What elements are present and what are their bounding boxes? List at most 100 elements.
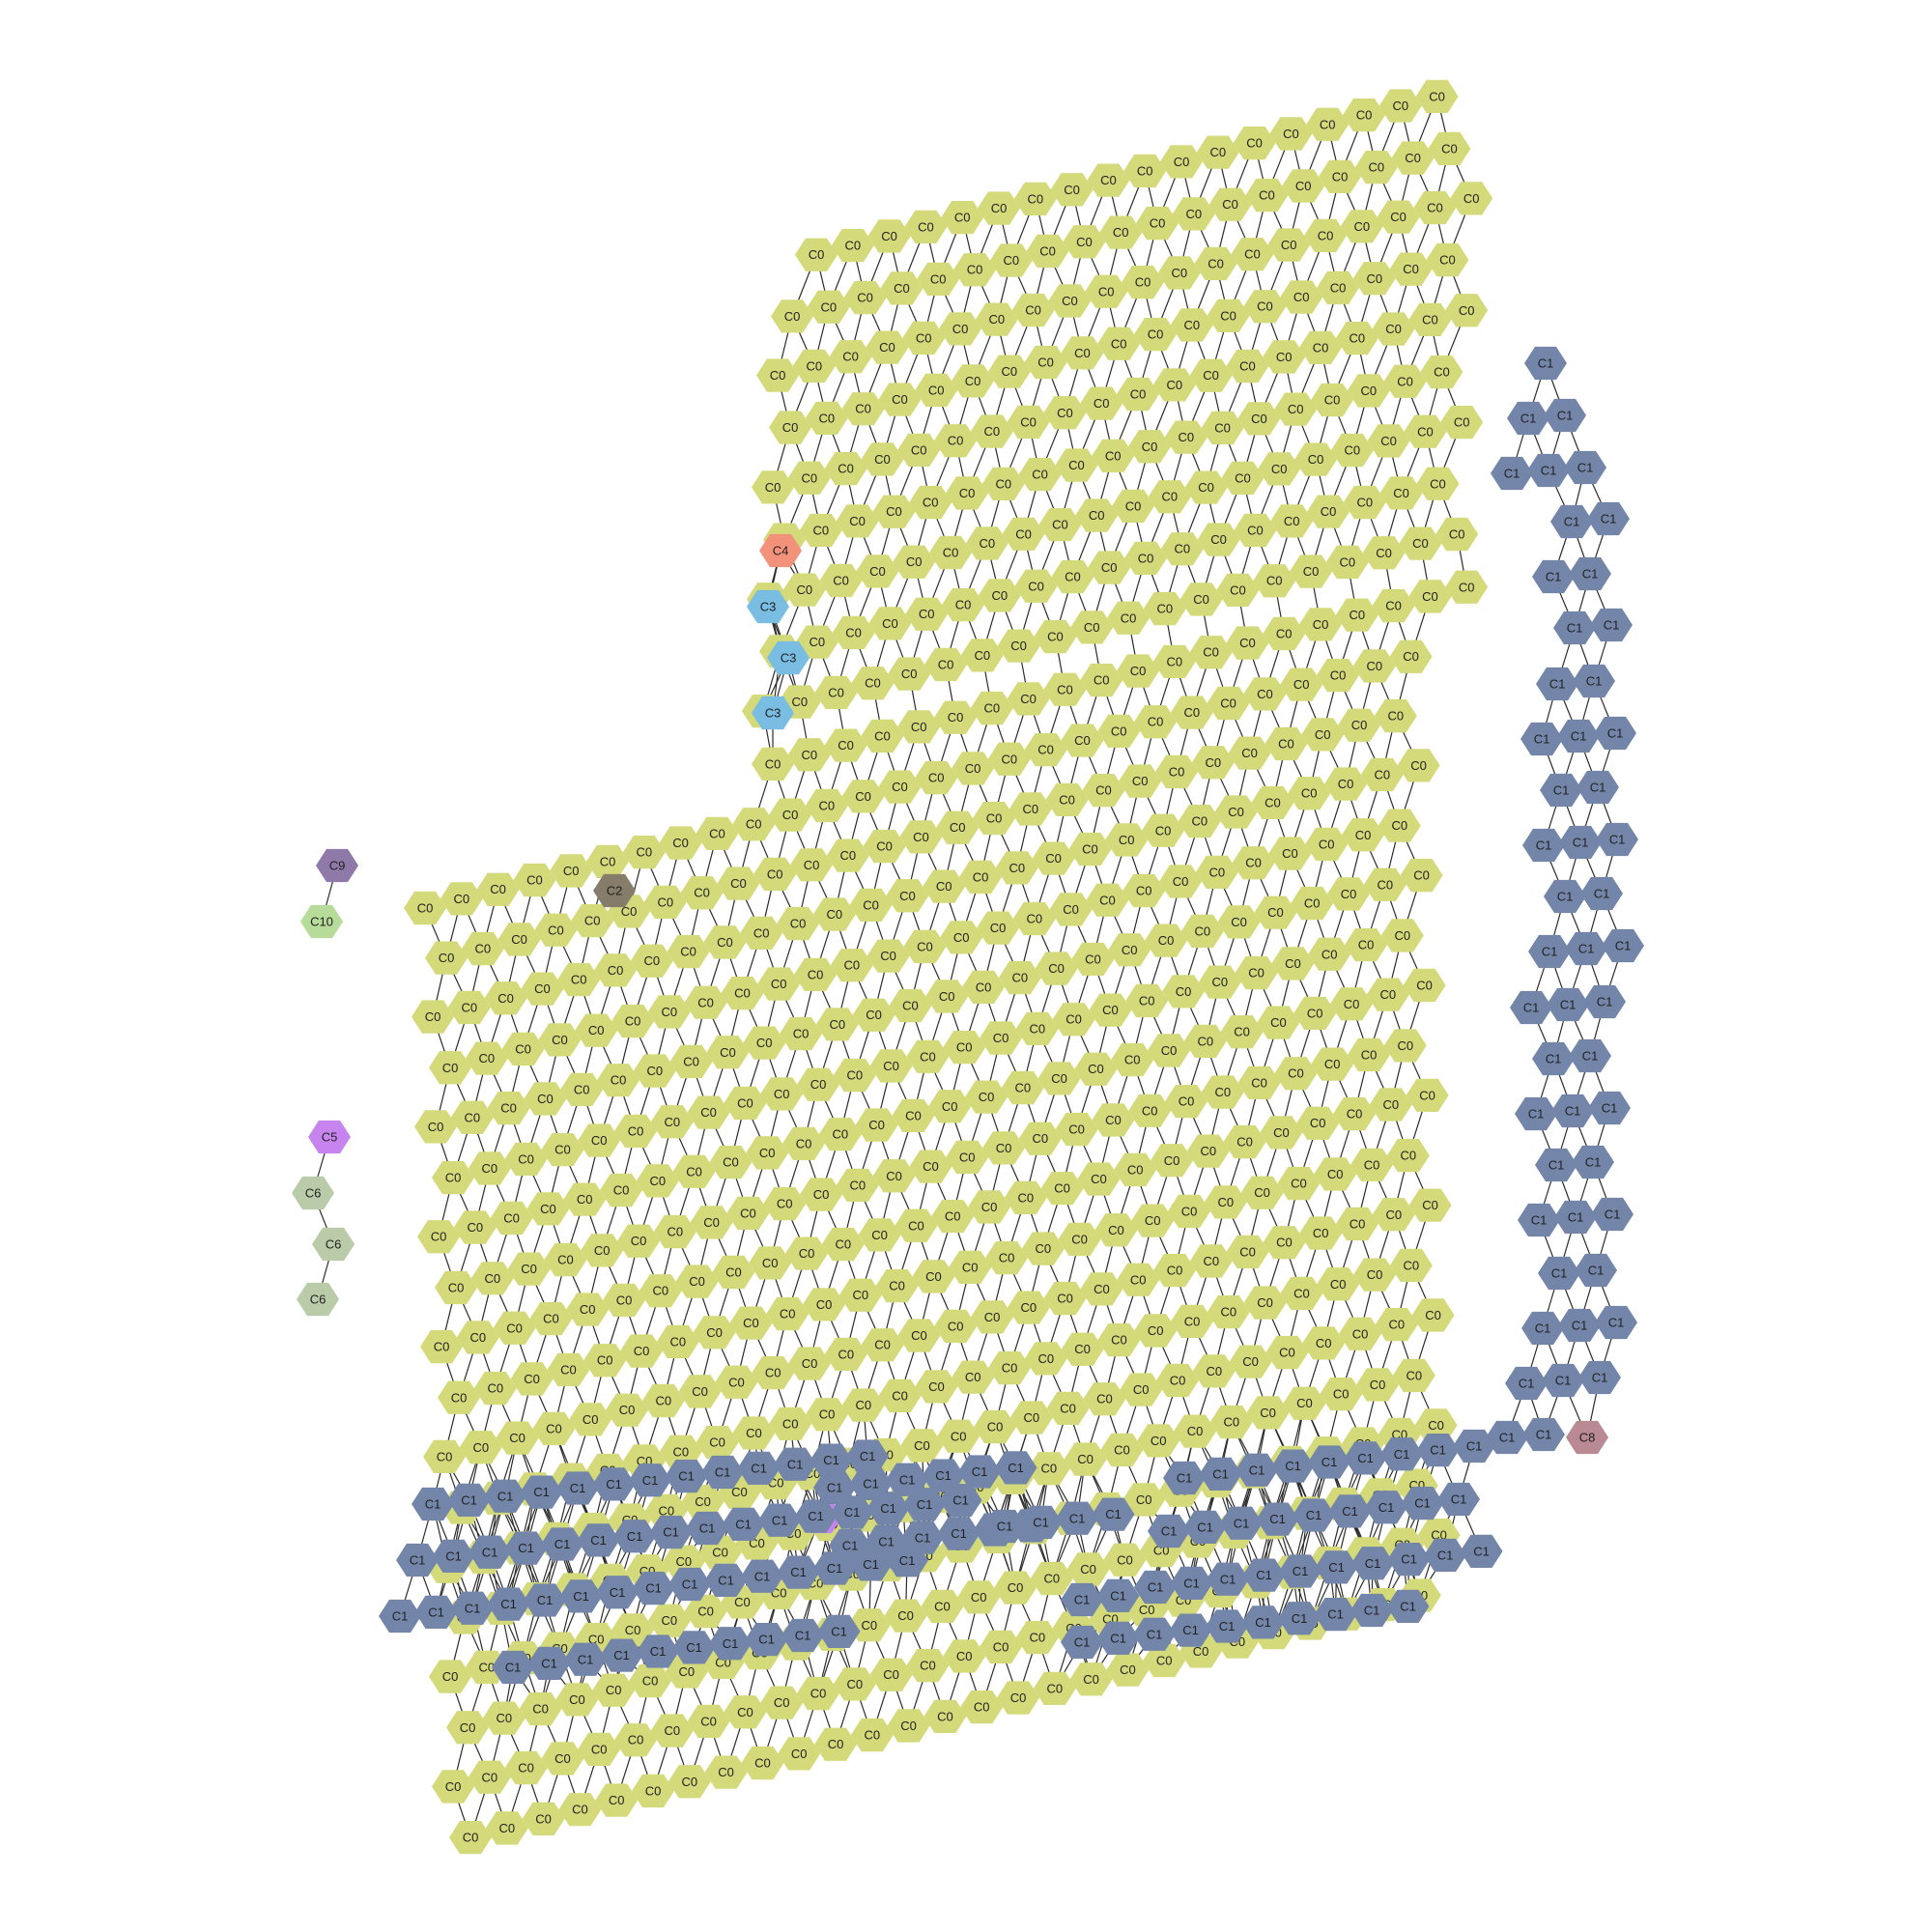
- node-label: C0: [1254, 1185, 1270, 1200]
- cluster-node-c1: C1: [901, 1520, 944, 1554]
- hexagon-marker: [1246, 1396, 1290, 1430]
- node-label: C0: [1076, 235, 1093, 249]
- hexagon-marker: [1120, 1373, 1163, 1406]
- cluster-node-c0: C0: [1207, 298, 1250, 332]
- hexagon-marker: [1009, 1401, 1053, 1435]
- node-label: C1: [1466, 1439, 1483, 1454]
- cluster-node-c0: C0: [1340, 210, 1383, 243]
- node-label: C0: [425, 1009, 441, 1024]
- hexagon-marker: [482, 1701, 526, 1735]
- cluster-node-c1: C1: [1522, 828, 1565, 863]
- hexagon-marker: [1426, 242, 1469, 277]
- hexagon-marker: [632, 1774, 674, 1808]
- node-label: C0: [1206, 1364, 1222, 1378]
- cluster-node-c1: C1: [1524, 346, 1567, 381]
- node-label: C0: [1088, 1062, 1104, 1076]
- hexagon-marker: [706, 1036, 750, 1069]
- cluster-node-c0: C0: [571, 904, 614, 938]
- node-label: C0: [1009, 861, 1025, 875]
- node-label: C0: [1113, 225, 1129, 240]
- node-label: C0: [497, 991, 514, 1006]
- hexagon-marker: [1004, 1180, 1047, 1214]
- cluster-node-c0: C0: [805, 788, 848, 823]
- node-label: C1: [754, 1569, 771, 1583]
- cluster-node-c0: C0: [404, 891, 446, 925]
- cluster-node-c0: C0: [975, 302, 1018, 336]
- node-label: C0: [886, 504, 902, 519]
- hexagon-marker: [595, 1783, 639, 1817]
- hexagon-marker: [767, 640, 810, 675]
- hexagon-marker: [868, 607, 912, 640]
- cluster-node-c0: C0: [630, 944, 673, 978]
- node-label: C0: [1014, 1081, 1031, 1095]
- node-label: C0: [1234, 1025, 1250, 1039]
- hexagon-marker: [1522, 1417, 1565, 1452]
- node-label: C0: [1074, 346, 1091, 360]
- hexagon-marker: [1194, 246, 1237, 280]
- cluster-node-c0: C0: [606, 1393, 648, 1427]
- hexagon-marker: [1378, 809, 1421, 842]
- node-label: C0: [1091, 1172, 1107, 1186]
- node-label: C0: [1397, 1038, 1413, 1053]
- cluster-node-c0: C0: [706, 1036, 750, 1069]
- cluster-node-c0: C0: [923, 869, 966, 903]
- node-label: C0: [838, 738, 854, 753]
- node-label: C0: [765, 480, 781, 495]
- node-label: C0: [645, 1783, 662, 1798]
- hexagon-marker: [752, 470, 794, 504]
- cluster-node-c1: C1: [1386, 1589, 1430, 1623]
- cluster-node-c0: C0: [887, 1709, 930, 1743]
- node-label: C3: [781, 651, 797, 666]
- cluster-node-c0: C0: [1051, 560, 1094, 594]
- hexagon-marker: [1045, 782, 1089, 816]
- node-label: C0: [1040, 1462, 1057, 1476]
- node-label: C0: [846, 1068, 863, 1083]
- cluster-node-c0: C0: [1069, 1662, 1113, 1696]
- hexagon-marker: [1015, 1011, 1059, 1045]
- cluster-node-c0: C0: [785, 1236, 828, 1270]
- hexagon-marker: [799, 513, 842, 548]
- node-label: C0: [782, 420, 799, 435]
- hexagon-marker: [1528, 934, 1571, 969]
- cluster-node-c0: C0: [1027, 1452, 1070, 1486]
- cluster-node-c0: C0: [797, 1676, 839, 1711]
- node-label: C0: [869, 564, 886, 579]
- cluster-node-c0: C0: [971, 1300, 1013, 1334]
- hexagon-marker: [412, 1000, 454, 1034]
- cluster-node-c1: C1: [1540, 773, 1582, 808]
- node-label: C1: [465, 1601, 481, 1615]
- cluster-node-c1: C1: [1278, 1602, 1321, 1635]
- cluster-node-c1: C1: [1564, 450, 1606, 485]
- cluster-node-c0: C0: [1280, 1276, 1323, 1311]
- hexagon-marker: [1260, 1116, 1303, 1150]
- cluster-node-c0: C0: [1007, 682, 1050, 716]
- cluster-node-c0: C0: [987, 742, 1031, 776]
- node-label: C0: [1198, 480, 1214, 495]
- cluster-node-c0: C0: [453, 1210, 497, 1244]
- hexagon-marker: [1527, 453, 1570, 488]
- hexagon-marker: [1522, 828, 1565, 863]
- hexagon-marker: [1343, 99, 1385, 132]
- cluster-node-c0: C0: [1378, 809, 1421, 842]
- hexagon-marker: [774, 1447, 816, 1481]
- hexagon-marker: [846, 1439, 889, 1473]
- node-label: C0: [1068, 1122, 1085, 1137]
- cluster-node-c0: C0: [1397, 749, 1440, 782]
- cluster-node-c0: C0: [897, 1319, 941, 1352]
- node-label: C0: [995, 476, 1011, 491]
- hexagon-marker: [943, 1031, 986, 1065]
- cluster-node-c0: C0: [1117, 377, 1159, 412]
- node-label: C0: [1094, 1282, 1110, 1296]
- cluster-node-c0: C0: [1045, 782, 1089, 816]
- hexagon-marker: [1583, 984, 1626, 1019]
- node-label: C0: [829, 1017, 845, 1032]
- node-label: C0: [613, 1183, 630, 1198]
- node-label: C0: [874, 452, 891, 467]
- cluster-node-c0: C0: [1103, 1543, 1147, 1577]
- node-label: C0: [478, 1051, 495, 1065]
- node-label: C0: [1285, 956, 1301, 971]
- node-label: C0: [911, 442, 927, 457]
- node-label: C1: [1597, 995, 1613, 1009]
- cluster-node-c0: C0: [836, 1168, 879, 1203]
- cluster-node-c0: C0: [1274, 1057, 1318, 1091]
